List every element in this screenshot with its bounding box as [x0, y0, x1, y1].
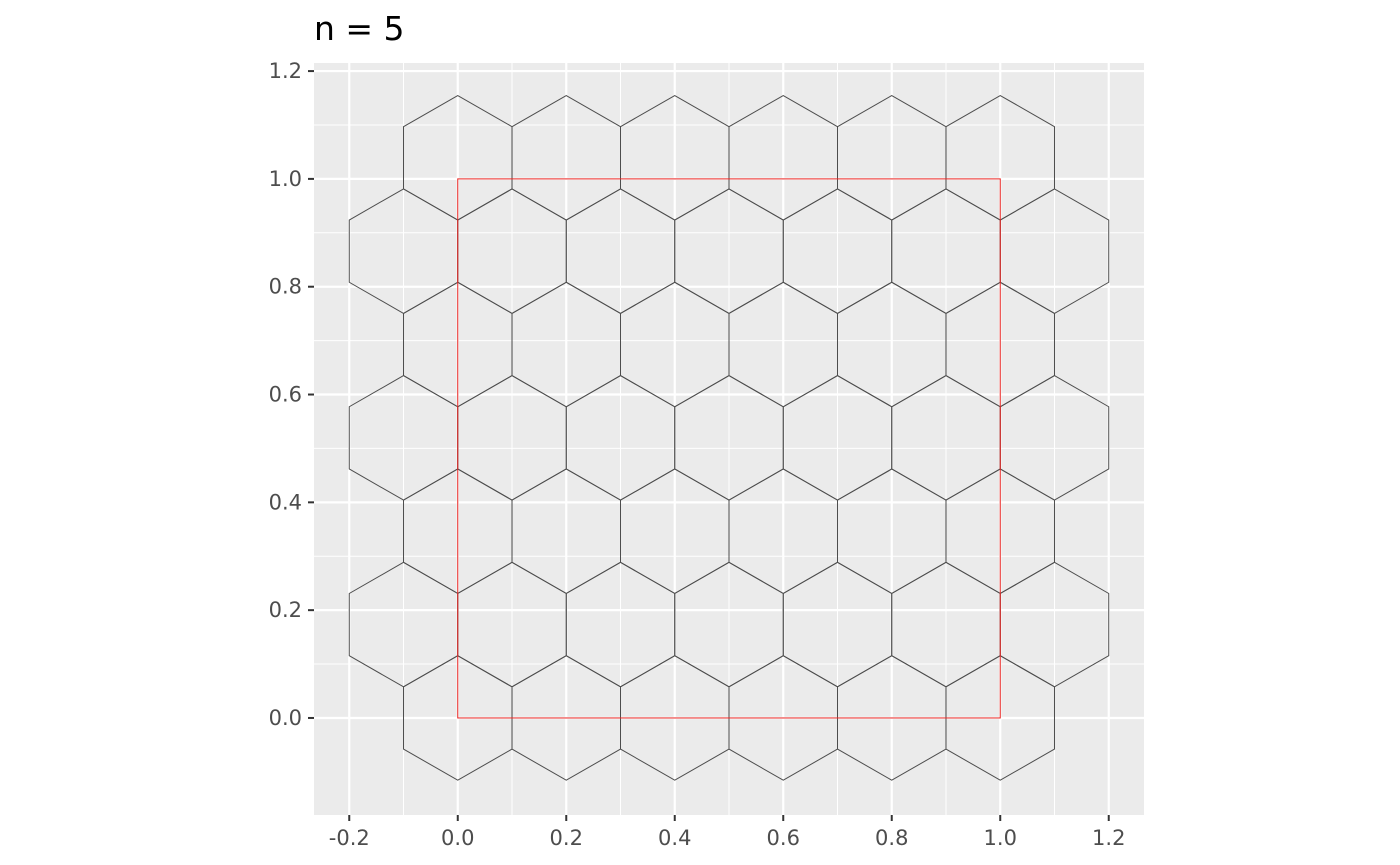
- y-tick-label: 0.8: [269, 275, 302, 299]
- y-tick-label: 0.0: [269, 706, 302, 730]
- y-tick-label: 0.6: [269, 383, 302, 407]
- x-tick-label: 1.0: [984, 826, 1017, 850]
- x-tick-label: 0.2: [550, 826, 583, 850]
- x-tick-label: 1.2: [1092, 826, 1125, 850]
- boundary-layer: [457, 178, 1001, 719]
- x-tick-label: 0.0: [441, 826, 474, 850]
- boundary-square: [457, 178, 1001, 719]
- x-tick-label: 0.4: [658, 826, 691, 850]
- y-tick-label: 0.2: [269, 598, 302, 622]
- chart-title: n = 5: [314, 9, 405, 48]
- y-tick-label: 1.0: [269, 167, 302, 191]
- y-tick-label: 1.2: [269, 59, 302, 83]
- y-tick-label: 0.4: [269, 490, 302, 514]
- axes: -0.2 0.0 0.2 0.4 0.6 0.8 1.0 1.2 0.0 0.2 0.4 0.6 0.8…: [269, 59, 1126, 850]
- x-tick-label: 0.8: [875, 826, 908, 850]
- x-tick-label: -0.2: [329, 826, 370, 850]
- x-tick-label: 0.6: [767, 826, 800, 850]
